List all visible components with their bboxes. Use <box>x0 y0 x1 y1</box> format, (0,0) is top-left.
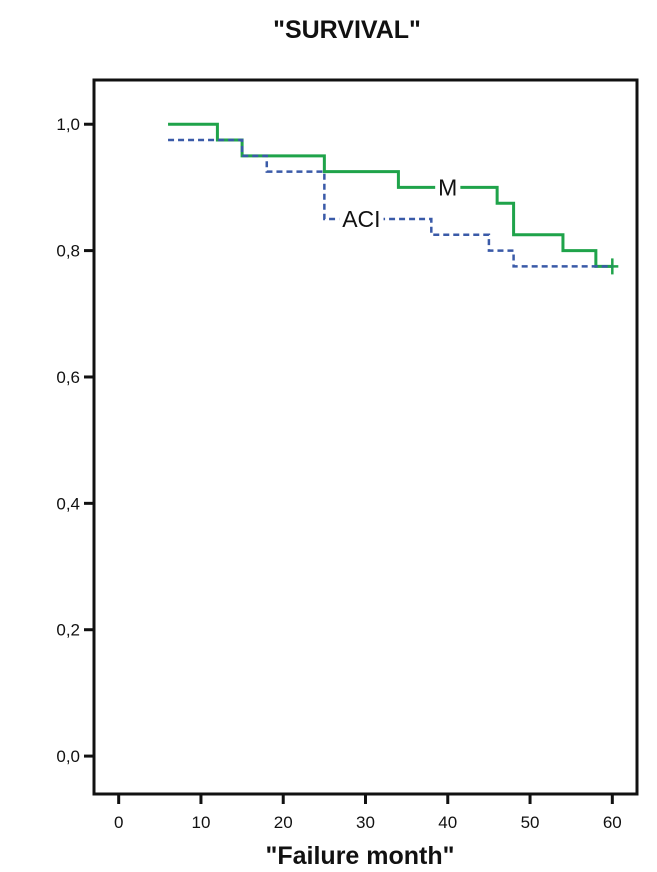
series-line-aci <box>168 138 613 268</box>
y-tick-label: 1,0 <box>56 115 80 134</box>
x-tick-label: 50 <box>521 813 540 832</box>
y-tick-label: 0,6 <box>56 368 80 387</box>
series-label-aci: ACI <box>342 206 380 232</box>
series-label-m: M <box>438 174 457 200</box>
x-axis-label: "Failure month" <box>266 842 455 870</box>
plot-frame <box>92 78 639 796</box>
y-tick-label: 0,4 <box>56 494 80 513</box>
chart-title: "SURVIVAL" <box>273 16 421 44</box>
y-tick-label: 0,2 <box>56 621 80 640</box>
x-axis: 0 10 20 30 40 50 60 <box>114 794 622 832</box>
x-tick-label: 30 <box>356 813 375 832</box>
y-axis: 0,0 0,2 0,4 0,6 0,8 1,0 <box>56 115 94 766</box>
series-label-bg <box>339 208 384 231</box>
x-tick-label: 10 <box>191 813 210 832</box>
series-layer: M ACI <box>168 122 619 275</box>
x-tick-label: 0 <box>114 813 123 832</box>
x-tick-label: 40 <box>438 813 457 832</box>
series-label-bg <box>435 176 461 199</box>
series-line-m <box>168 122 613 268</box>
x-tick-label: 60 <box>603 813 622 832</box>
x-tick-label: 20 <box>274 813 293 832</box>
y-tick-label: 0,8 <box>56 242 80 261</box>
y-tick-label: 0,0 <box>56 747 80 766</box>
